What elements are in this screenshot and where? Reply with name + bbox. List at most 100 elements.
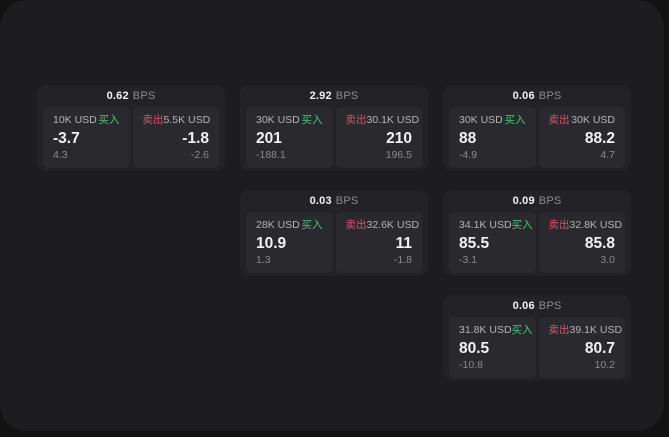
sell-tile[interactable]: 卖出 30.1K USD 210 196.5 bbox=[335, 107, 422, 168]
bps-value: 2.92 bbox=[309, 90, 332, 102]
sell-amount: 5.5K USD bbox=[163, 114, 211, 126]
buy-amount: 28K USD bbox=[256, 219, 300, 231]
sell-side-label: 卖出 bbox=[142, 114, 164, 126]
bps-unit-label: BPS bbox=[335, 195, 359, 207]
sell-tile[interactable]: 卖出 32.8K USD 85.8 3.0 bbox=[538, 212, 625, 273]
sell-price: 88.2 bbox=[584, 130, 615, 147]
buy-side-label: 买入 bbox=[98, 114, 120, 126]
buy-tile[interactable]: 28K USD 买入 10.9 1.3 bbox=[246, 212, 333, 273]
buy-sub-value: -3.1 bbox=[459, 254, 478, 266]
sell-amount: 32.6K USD bbox=[366, 219, 420, 231]
bps-value: 0.06 bbox=[512, 300, 535, 312]
bps-value: 0.09 bbox=[512, 195, 535, 207]
quote-tiles: 34.1K USD 买入 85.5 -3.1 卖出 32.8K USD 85.8… bbox=[443, 212, 631, 277]
buy-price: 80.5 bbox=[459, 340, 490, 357]
card-bps-header: 0.09 BPS bbox=[443, 190, 631, 212]
sell-tile[interactable]: 卖出 30K USD 88.2 4.7 bbox=[538, 107, 625, 168]
bps-unit-label: BPS bbox=[538, 90, 562, 102]
buy-sub-value: 1.3 bbox=[256, 254, 271, 266]
buy-sub-value: -10.8 bbox=[459, 359, 483, 371]
sell-price: 85.8 bbox=[584, 235, 615, 252]
sell-side-label: 卖出 bbox=[345, 114, 367, 126]
buy-side-label: 买入 bbox=[504, 114, 526, 126]
sell-tile[interactable]: 卖出 5.5K USD -1.8 -2.6 bbox=[132, 107, 219, 168]
bps-unit-label: BPS bbox=[335, 90, 359, 102]
bps-unit-label: BPS bbox=[538, 300, 562, 312]
card-bps-header: 0.62 BPS bbox=[37, 85, 225, 107]
sell-price: 80.7 bbox=[584, 340, 615, 357]
sell-side-label: 卖出 bbox=[548, 324, 570, 336]
sell-sub-value: 4.7 bbox=[600, 149, 615, 161]
buy-price: 201 bbox=[256, 130, 282, 147]
sell-sub-value: 3.0 bbox=[600, 254, 615, 266]
bps-unit-label: BPS bbox=[132, 90, 156, 102]
buy-tile-top-row: 31.8K USD 买入 bbox=[459, 323, 533, 337]
cards-grid: 0.62 BPS 10K USD 买入 -3.7 4.3 卖出 5.5K USD… bbox=[37, 85, 631, 381]
buy-tile[interactable]: 10K USD 买入 -3.7 4.3 bbox=[43, 107, 130, 168]
buy-amount: 34.1K USD bbox=[459, 219, 512, 231]
buy-side-label: 买入 bbox=[301, 219, 323, 231]
quote-card: 2.92 BPS 30K USD 买入 201 -188.1 卖出 30.1K … bbox=[240, 85, 428, 171]
sell-tile-top-row: 卖出 39.1K USD bbox=[548, 323, 623, 337]
sell-price: 210 bbox=[386, 130, 412, 147]
buy-price: 85.5 bbox=[459, 235, 490, 252]
quote-tiles: 30K USD 买入 201 -188.1 卖出 30.1K USD 210 1… bbox=[240, 107, 428, 172]
bps-unit-label: BPS bbox=[538, 195, 562, 207]
sell-amount: 32.8K USD bbox=[569, 219, 623, 231]
buy-amount: 10K USD bbox=[53, 114, 97, 126]
sell-sub-value: 10.2 bbox=[594, 359, 615, 371]
sell-tile-top-row: 卖出 5.5K USD bbox=[142, 113, 211, 127]
bps-value: 0.03 bbox=[309, 195, 332, 207]
buy-tile[interactable]: 31.8K USD 买入 80.5 -10.8 bbox=[449, 317, 536, 378]
quote-tiles: 30K USD 买入 88 -4.9 卖出 30K USD 88.2 4.7 bbox=[443, 107, 631, 172]
sell-tile-top-row: 卖出 32.6K USD bbox=[345, 218, 420, 232]
sell-side-label: 卖出 bbox=[548, 219, 570, 231]
buy-price: -3.7 bbox=[53, 130, 80, 147]
buy-side-label: 买入 bbox=[301, 114, 323, 126]
buy-amount: 30K USD bbox=[256, 114, 300, 126]
quote-card: 0.06 BPS 30K USD 买入 88 -4.9 卖出 30K USD 8… bbox=[443, 85, 631, 171]
sell-price: 11 bbox=[395, 235, 412, 252]
card-bps-header: 0.06 BPS bbox=[443, 85, 631, 107]
quote-card: 0.06 BPS 31.8K USD 买入 80.5 -10.8 卖出 39.1… bbox=[443, 295, 631, 381]
buy-tile-top-row: 34.1K USD 买入 bbox=[459, 218, 533, 232]
buy-tile-top-row: 30K USD 买入 bbox=[459, 113, 526, 127]
sell-amount: 30K USD bbox=[571, 114, 615, 126]
sell-tile-top-row: 卖出 32.8K USD bbox=[548, 218, 623, 232]
buy-side-label: 买入 bbox=[511, 324, 533, 336]
buy-tile[interactable]: 30K USD 买入 201 -188.1 bbox=[246, 107, 333, 168]
buy-tile-top-row: 28K USD 买入 bbox=[256, 218, 323, 232]
quote-card: 0.09 BPS 34.1K USD 买入 85.5 -3.1 卖出 32.8K… bbox=[443, 190, 631, 276]
buy-price: 88 bbox=[459, 130, 477, 147]
buy-sub-value: 4.3 bbox=[53, 149, 68, 161]
sell-tile[interactable]: 卖出 39.1K USD 80.7 10.2 bbox=[538, 317, 625, 378]
sell-price: -1.8 bbox=[182, 130, 209, 147]
bps-value: 0.06 bbox=[512, 90, 535, 102]
quote-tiles: 28K USD 买入 10.9 1.3 卖出 32.6K USD 11 -1.8 bbox=[240, 212, 428, 277]
sell-amount: 30.1K USD bbox=[366, 114, 420, 126]
sell-side-label: 卖出 bbox=[548, 114, 570, 126]
sell-amount: 39.1K USD bbox=[569, 324, 623, 336]
buy-side-label: 买入 bbox=[511, 219, 533, 231]
buy-sub-value: -188.1 bbox=[256, 149, 286, 161]
buy-price: 10.9 bbox=[256, 235, 287, 252]
card-bps-header: 0.06 BPS bbox=[443, 295, 631, 317]
sell-side-label: 卖出 bbox=[345, 219, 367, 231]
buy-tile[interactable]: 34.1K USD 买入 85.5 -3.1 bbox=[449, 212, 536, 273]
quote-card: 0.03 BPS 28K USD 买入 10.9 1.3 卖出 32.6K US… bbox=[240, 190, 428, 276]
buy-tile-top-row: 30K USD 买入 bbox=[256, 113, 323, 127]
sell-tile[interactable]: 卖出 32.6K USD 11 -1.8 bbox=[335, 212, 422, 273]
bps-value: 0.62 bbox=[106, 90, 129, 102]
sell-tile-top-row: 卖出 30.1K USD bbox=[345, 113, 420, 127]
card-bps-header: 2.92 BPS bbox=[240, 85, 428, 107]
buy-tile-top-row: 10K USD 买入 bbox=[53, 113, 120, 127]
quote-tiles: 31.8K USD 买入 80.5 -10.8 卖出 39.1K USD 80.… bbox=[443, 317, 631, 382]
app-window: 0.62 BPS 10K USD 买入 -3.7 4.3 卖出 5.5K USD… bbox=[0, 0, 664, 431]
quote-card: 0.62 BPS 10K USD 买入 -3.7 4.3 卖出 5.5K USD… bbox=[37, 85, 225, 171]
quote-tiles: 10K USD 买入 -3.7 4.3 卖出 5.5K USD -1.8 -2.… bbox=[37, 107, 225, 172]
buy-tile[interactable]: 30K USD 买入 88 -4.9 bbox=[449, 107, 536, 168]
sell-sub-value: -1.8 bbox=[393, 254, 412, 266]
sell-tile-top-row: 卖出 30K USD bbox=[549, 113, 616, 127]
sell-sub-value: 196.5 bbox=[385, 149, 412, 161]
sell-sub-value: -2.6 bbox=[190, 149, 209, 161]
